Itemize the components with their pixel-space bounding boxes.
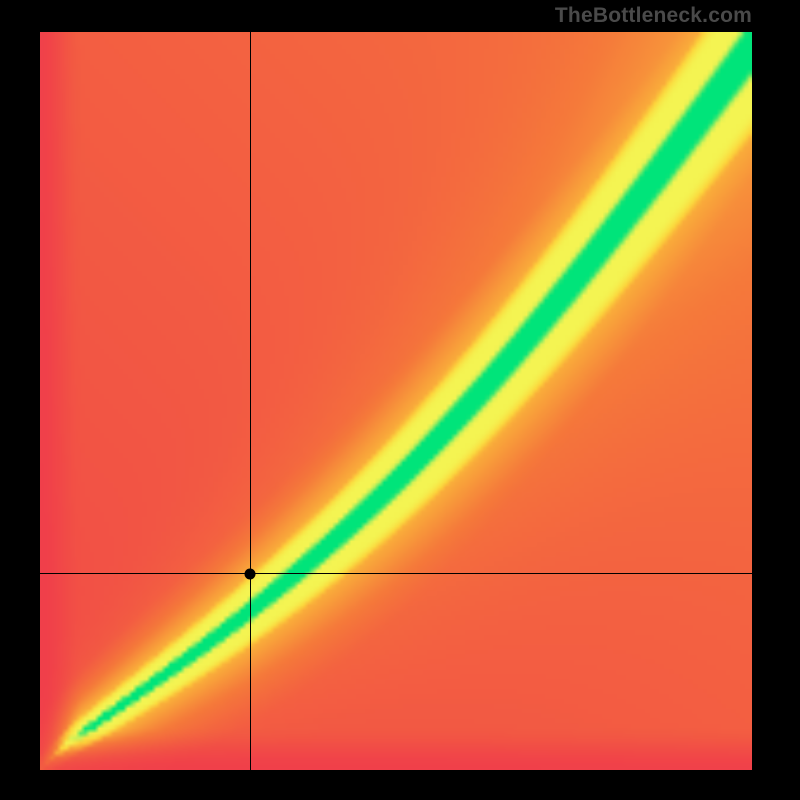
heatmap-canvas (40, 32, 752, 770)
crosshair-vertical (250, 32, 251, 770)
watermark-text: TheBottleneck.com (555, 4, 752, 28)
heatmap-plot-area (40, 32, 752, 770)
crosshair-marker (245, 568, 256, 579)
crosshair-horizontal (40, 573, 752, 574)
